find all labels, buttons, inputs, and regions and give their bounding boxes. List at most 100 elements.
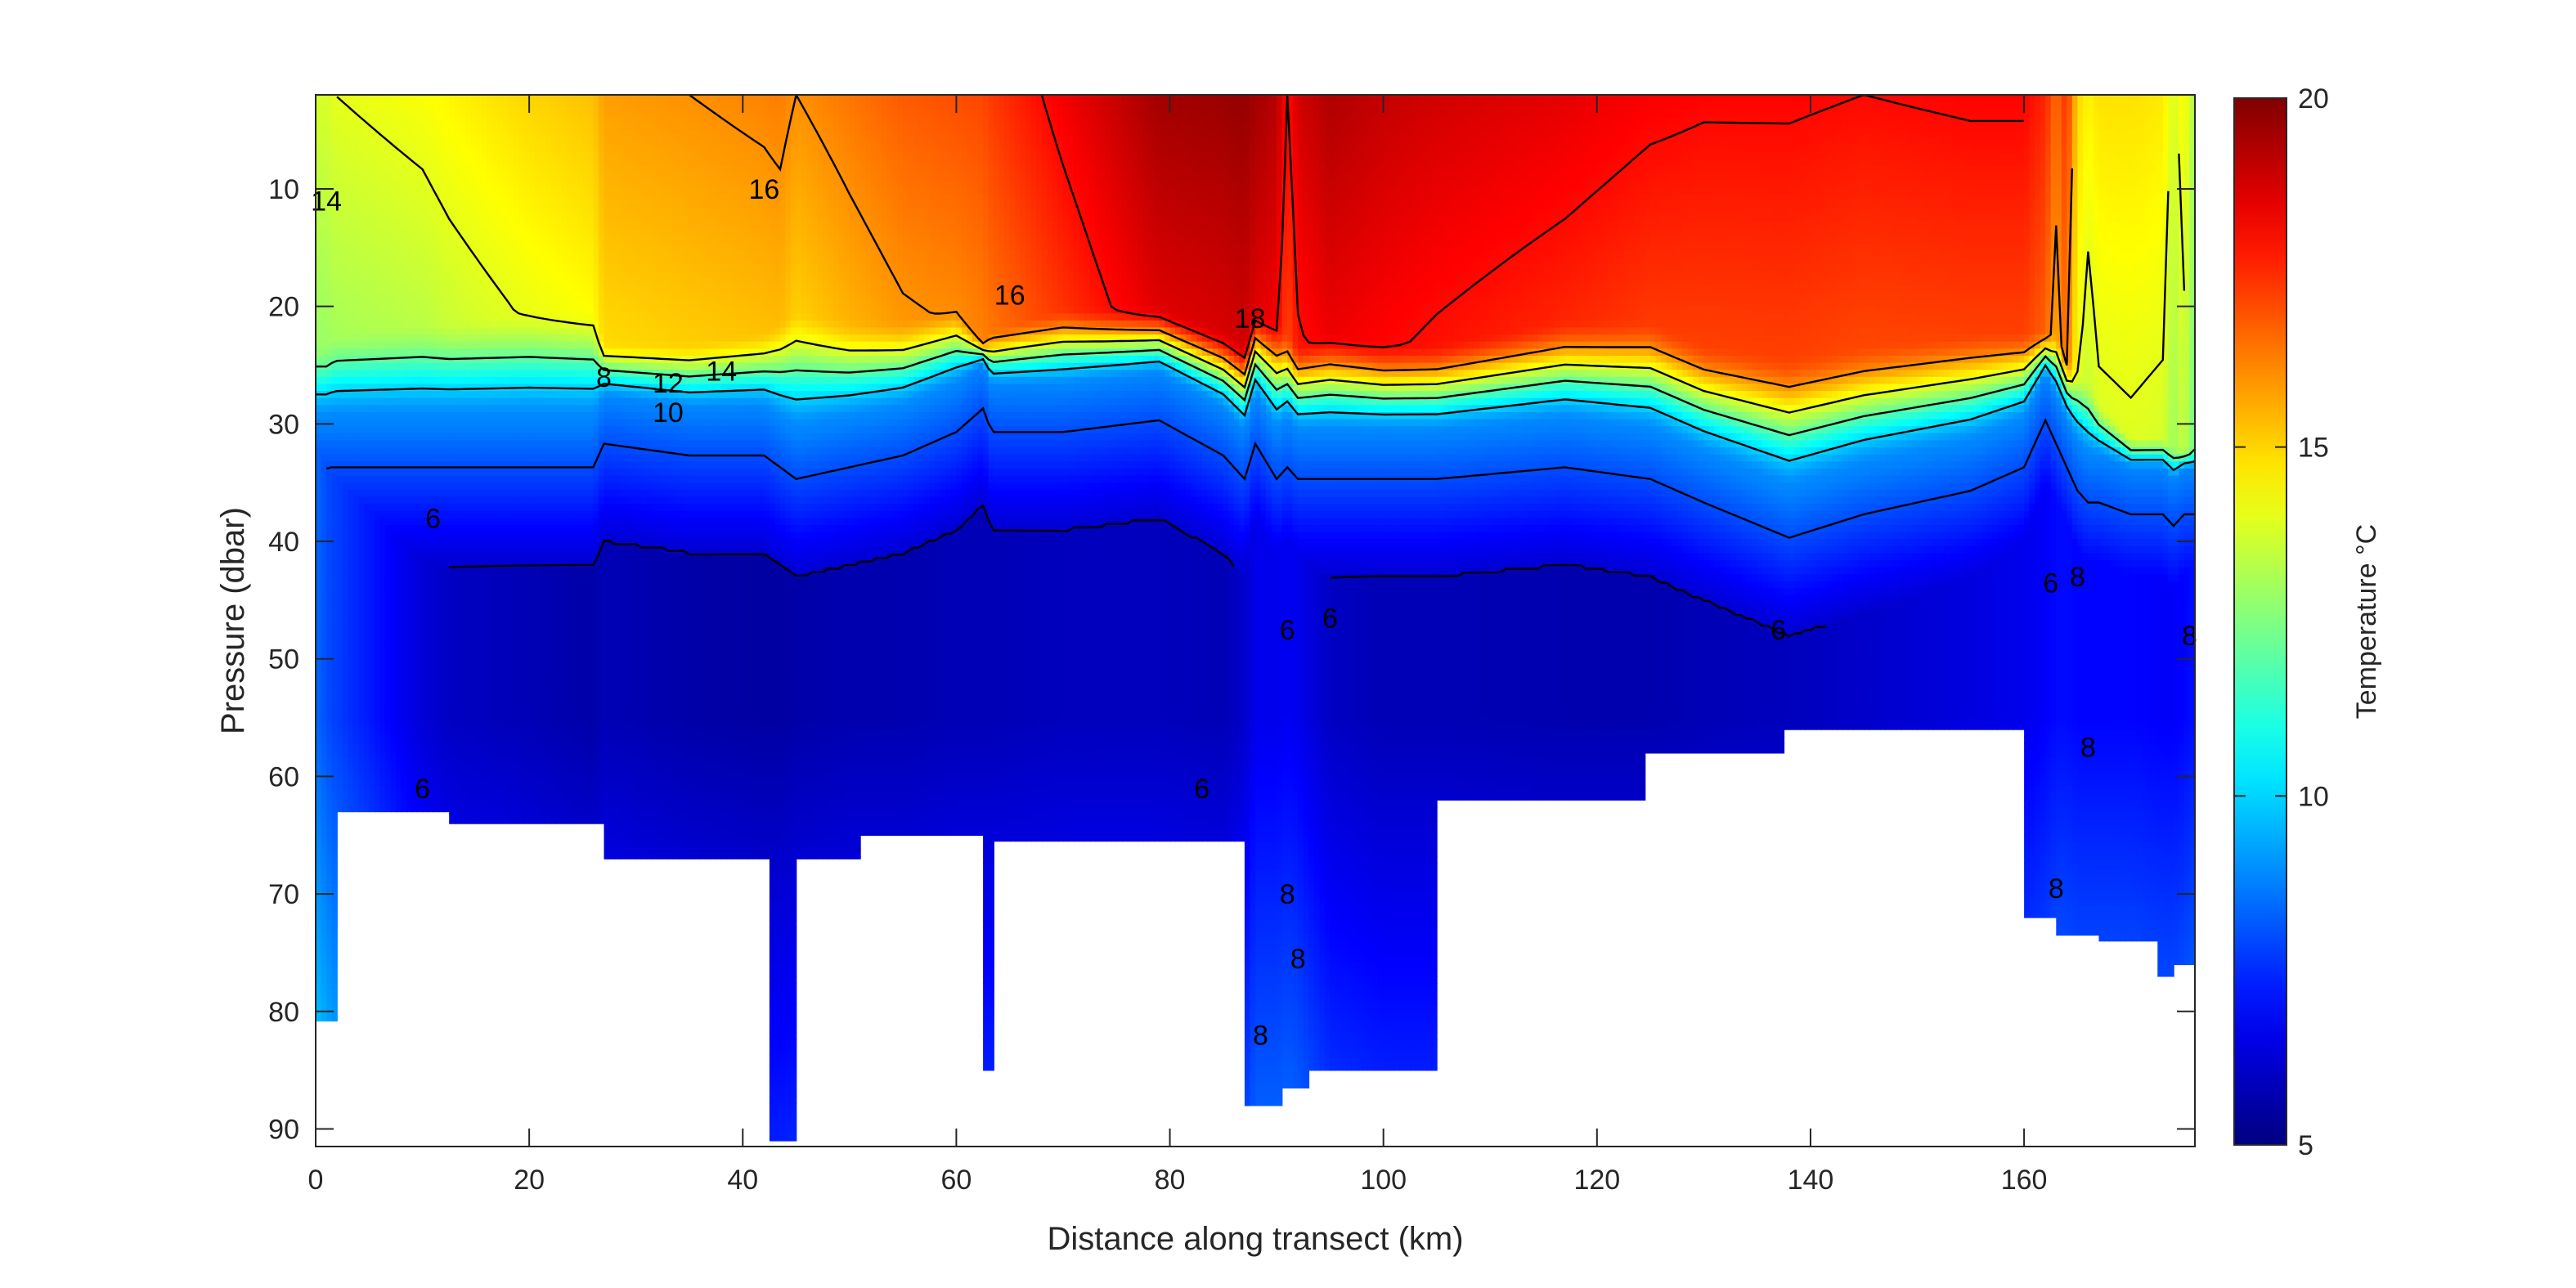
- field-cell: [348, 553, 353, 560]
- field-cell: [326, 420, 332, 427]
- field-cell: [316, 370, 321, 377]
- field-cell: [326, 990, 332, 998]
- field-cell: [337, 348, 343, 356]
- field-cell: [343, 292, 348, 299]
- field-cell: [353, 447, 359, 455]
- field-cell: [343, 377, 348, 384]
- field-cell: [353, 102, 359, 110]
- field-cell: [353, 342, 359, 349]
- field-cell: [326, 504, 332, 511]
- field-cell: [321, 469, 327, 476]
- field-cell: [348, 701, 353, 708]
- field-cell: [316, 976, 321, 984]
- field-cell: [326, 440, 332, 447]
- field-cell: [316, 476, 321, 483]
- field-cell: [348, 159, 353, 166]
- field-cell: [326, 800, 332, 807]
- field-cell: [358, 603, 364, 610]
- field-cell: [343, 363, 348, 370]
- field-cell: [364, 342, 370, 349]
- field-cell: [332, 828, 338, 836]
- field-cell: [353, 370, 359, 377]
- field-cell: [364, 631, 370, 638]
- field-cell: [358, 757, 364, 765]
- field-cell: [316, 842, 321, 850]
- field-cell: [343, 751, 348, 758]
- field-cell: [353, 398, 359, 406]
- field-cell: [326, 694, 332, 702]
- field-cell: [316, 109, 321, 116]
- field-cell: [332, 504, 338, 511]
- field-cell: [348, 793, 353, 801]
- field-cell: [326, 589, 332, 596]
- field-cell: [326, 525, 332, 532]
- field-cell: [369, 236, 375, 243]
- field-cell: [321, 779, 327, 786]
- field-cell: [348, 342, 353, 349]
- field-cell: [326, 292, 332, 299]
- field-cell: [343, 229, 348, 236]
- field-cell: [326, 151, 332, 159]
- field-cell: [316, 751, 321, 758]
- field-cell: [348, 729, 353, 737]
- field-cell: [337, 666, 343, 673]
- field-cell: [348, 743, 353, 751]
- field-cell: [332, 913, 338, 920]
- field-cell: [353, 321, 359, 328]
- field-cell: [353, 137, 359, 145]
- field-cell: [321, 476, 327, 483]
- field-cell: [358, 701, 364, 708]
- field-cell: [321, 589, 327, 596]
- field-cell: [337, 391, 343, 398]
- field-cell: [337, 159, 343, 166]
- field-cell: [343, 250, 348, 258]
- field-cell: [358, 673, 364, 680]
- field-cell: [337, 398, 343, 406]
- field-cell: [353, 159, 359, 166]
- field-cell: [353, 292, 359, 299]
- field-cell: [343, 173, 348, 180]
- field-cell: [364, 722, 370, 729]
- field-cell: [326, 173, 332, 180]
- field-cell: [337, 420, 343, 427]
- field-cell: [348, 765, 353, 772]
- field-cell: [348, 264, 353, 272]
- field-cell: [364, 285, 370, 293]
- field-cell: [348, 708, 353, 716]
- field-cell: [353, 257, 359, 264]
- field-cell: [364, 793, 370, 801]
- field-cell: [343, 807, 348, 813]
- field-cell: [358, 222, 364, 229]
- field-cell: [321, 631, 327, 638]
- field-cell: [326, 729, 332, 737]
- field-cell: [353, 334, 359, 342]
- field-cell: [326, 257, 332, 264]
- field-cell: [358, 334, 364, 342]
- field-cell: [364, 321, 370, 328]
- field-cell: [332, 553, 338, 560]
- field-cell: [332, 250, 338, 258]
- field-cell: [332, 877, 338, 885]
- field-cell: [321, 272, 327, 279]
- field-cell: [348, 455, 353, 462]
- field-cell: [348, 568, 353, 575]
- field-cell: [316, 137, 321, 145]
- field-cell: [326, 518, 332, 525]
- field-cell: [321, 398, 327, 406]
- field-cell: [316, 638, 321, 645]
- field-cell: [332, 313, 338, 321]
- field-cell: [348, 574, 353, 581]
- field-cell: [353, 687, 359, 694]
- field-cell: [364, 708, 370, 716]
- field-cell: [321, 786, 327, 793]
- field-cell: [353, 737, 359, 744]
- field-cell: [353, 391, 359, 398]
- field-cell: [326, 934, 332, 941]
- field-cell: [369, 272, 375, 279]
- field-cell: [343, 757, 348, 765]
- field-cell: [326, 130, 332, 137]
- field-cell: [316, 990, 321, 998]
- field-cell: [348, 476, 353, 483]
- field-cell: [348, 116, 353, 123]
- field-cell: [358, 729, 364, 737]
